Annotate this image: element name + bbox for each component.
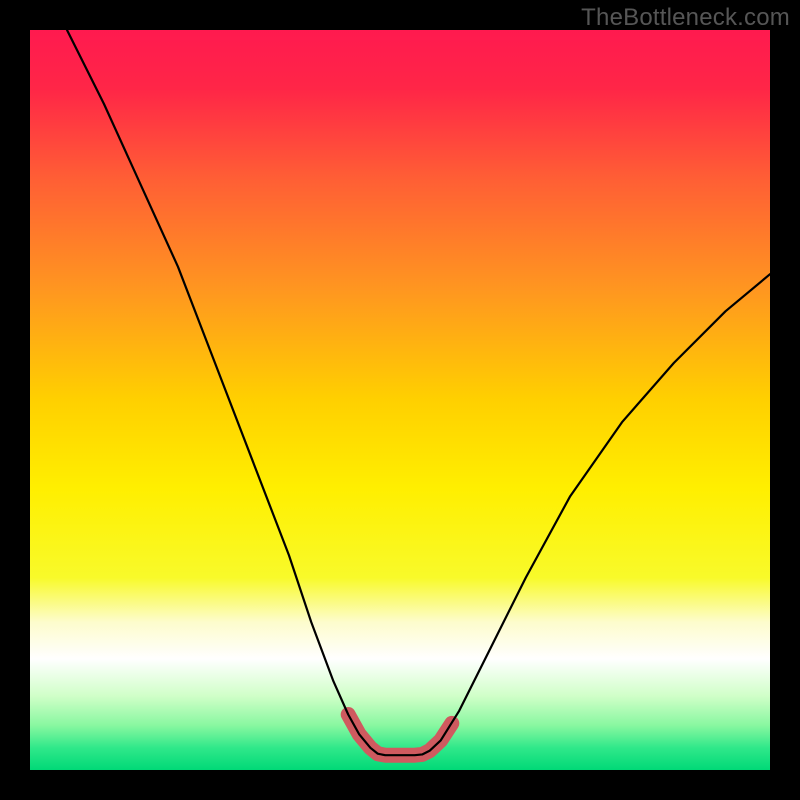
chart-frame: TheBottleneck.com bbox=[0, 0, 800, 800]
plot-background bbox=[30, 30, 770, 770]
watermark-text: TheBottleneck.com bbox=[581, 4, 790, 32]
bottleneck-chart bbox=[0, 0, 800, 800]
